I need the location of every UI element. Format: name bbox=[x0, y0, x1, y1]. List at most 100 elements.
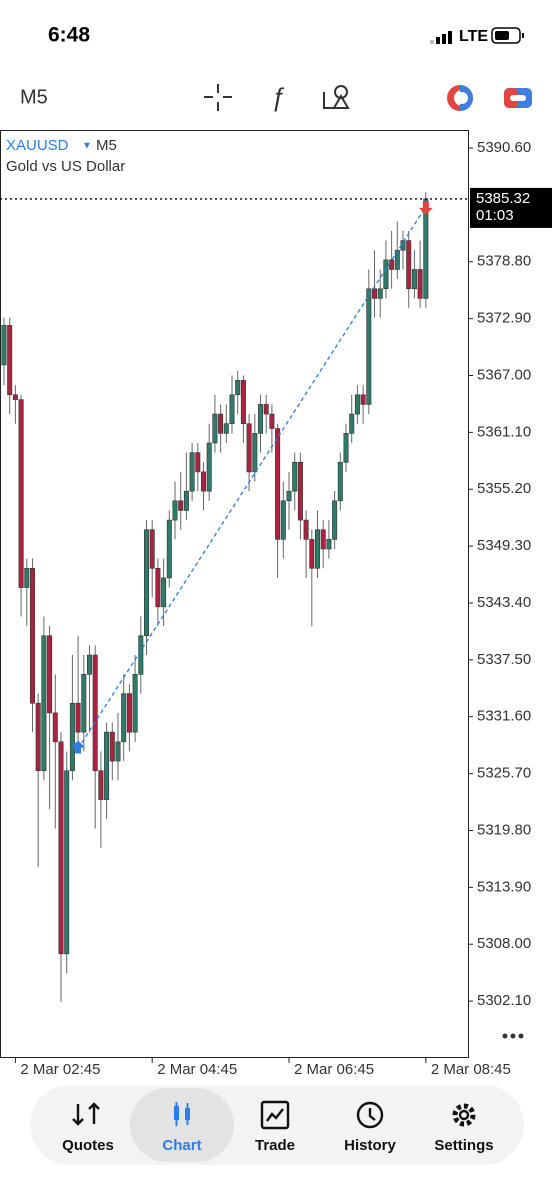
candle-body bbox=[126, 693, 132, 733]
candle-body bbox=[86, 654, 92, 675]
candle-body bbox=[75, 702, 81, 733]
nav-icon-part bbox=[175, 1102, 189, 1126]
timeframe[interactable]: M5 bbox=[20, 86, 48, 108]
y-tick-label: 5331.60 bbox=[477, 708, 531, 725]
candle-body bbox=[195, 452, 201, 473]
y-tick-label: 5390.60 bbox=[477, 139, 531, 156]
more-menu[interactable] bbox=[502, 1033, 524, 1039]
y-tick-label: 5337.50 bbox=[477, 651, 531, 668]
candle-body bbox=[81, 674, 87, 733]
buy-arrow bbox=[71, 740, 86, 754]
candle-body bbox=[229, 394, 235, 425]
candle-body bbox=[1, 325, 7, 366]
crosshair-icon[interactable] bbox=[204, 84, 232, 111]
candle-body bbox=[201, 471, 207, 492]
candle-body bbox=[143, 529, 149, 637]
nav-icon[interactable] bbox=[452, 1103, 476, 1127]
nav-active-bg bbox=[130, 1088, 234, 1162]
nav-icon-part bbox=[368, 1108, 376, 1121]
candle-body bbox=[389, 259, 395, 270]
candle-body bbox=[411, 269, 417, 290]
candle-body bbox=[104, 731, 110, 800]
nav-icon-part bbox=[72, 1102, 100, 1126]
candle-body bbox=[212, 413, 218, 444]
candle-body bbox=[275, 428, 281, 540]
candle-body bbox=[69, 702, 75, 772]
current-price-box bbox=[470, 187, 552, 228]
candle-body bbox=[115, 741, 121, 762]
candle-body bbox=[292, 461, 298, 492]
trendline[interactable] bbox=[77, 206, 427, 749]
candle-body bbox=[240, 380, 246, 425]
nav-label[interactable]: History bbox=[344, 1137, 396, 1154]
nav-label[interactable]: Trade bbox=[255, 1137, 295, 1154]
sell-arrow bbox=[418, 201, 433, 215]
candle-body bbox=[269, 413, 275, 429]
x-tick-label: 2 Mar 02:45 bbox=[20, 1061, 100, 1078]
candle-body bbox=[349, 413, 355, 434]
y-tick-label: 5349.30 bbox=[477, 537, 531, 554]
candle-body bbox=[252, 433, 258, 473]
y-tick-label: 5313.90 bbox=[477, 878, 531, 895]
nav-label[interactable]: Settings bbox=[434, 1137, 493, 1154]
y-tick-label: 5355.20 bbox=[477, 480, 531, 497]
candle-body bbox=[155, 567, 161, 608]
y-tick-label: 5378.80 bbox=[477, 253, 531, 270]
candle-body bbox=[166, 519, 172, 579]
candle-body bbox=[303, 519, 309, 540]
y-tick-label: 5325.70 bbox=[477, 765, 531, 782]
trade-icon[interactable] bbox=[504, 88, 532, 108]
y-tick-label: 5302.10 bbox=[477, 992, 531, 1009]
candle-body bbox=[366, 288, 372, 405]
candle-body bbox=[172, 500, 178, 521]
objects-icon[interactable] bbox=[323, 85, 350, 109]
candle-body bbox=[372, 288, 378, 299]
candle-body bbox=[189, 452, 195, 492]
candle-body bbox=[360, 394, 366, 405]
y-tick-label: 5361.10 bbox=[477, 423, 531, 440]
account-icon[interactable] bbox=[447, 85, 473, 111]
nav-label[interactable]: Chart bbox=[162, 1137, 201, 1154]
nav-label[interactable]: Quotes bbox=[62, 1137, 114, 1154]
x-tick-label: 2 Mar 04:45 bbox=[157, 1061, 237, 1078]
y-tick-label: 5308.00 bbox=[477, 935, 531, 952]
indicator-icon[interactable]: ƒ bbox=[271, 82, 285, 112]
candle-body bbox=[320, 529, 326, 550]
candle-body bbox=[58, 741, 64, 955]
candle-body bbox=[223, 423, 229, 434]
candle-body bbox=[309, 539, 315, 569]
candle-body bbox=[417, 269, 423, 299]
candle-body bbox=[286, 490, 292, 502]
x-tick-label: 2 Mar 06:45 bbox=[294, 1061, 374, 1078]
candle-body bbox=[35, 702, 41, 772]
symbol[interactable]: XAUUSD bbox=[6, 137, 69, 154]
candle-body bbox=[149, 529, 155, 569]
nav-icon[interactable] bbox=[356, 1101, 384, 1129]
candle-body bbox=[18, 399, 24, 588]
candle-body bbox=[326, 539, 332, 550]
y-tick-label: 5367.00 bbox=[477, 366, 531, 383]
candle-body bbox=[92, 654, 98, 772]
candle-body bbox=[206, 442, 212, 492]
candle-body bbox=[109, 731, 115, 762]
candle-body bbox=[47, 635, 53, 714]
candle-body bbox=[377, 288, 383, 299]
candle-body bbox=[218, 413, 224, 434]
signal bbox=[430, 31, 452, 44]
candle-body bbox=[29, 567, 35, 704]
nav-icon-part bbox=[458, 1109, 470, 1121]
battery bbox=[491, 27, 524, 44]
nav-icon[interactable] bbox=[260, 1100, 290, 1130]
candle-body bbox=[178, 500, 184, 511]
current-price-label: 5385.32 bbox=[476, 190, 530, 207]
candle-body bbox=[297, 461, 303, 521]
candle-body bbox=[12, 394, 18, 400]
candle-body bbox=[41, 635, 47, 772]
symbol-description: Gold vs US Dollar bbox=[6, 158, 125, 175]
symbol-dropdown[interactable]: ▼ bbox=[82, 141, 92, 152]
nav-icon[interactable] bbox=[174, 1102, 190, 1126]
nav-icon[interactable] bbox=[72, 1102, 100, 1126]
candle-body bbox=[138, 635, 144, 675]
candle-body bbox=[235, 380, 241, 396]
